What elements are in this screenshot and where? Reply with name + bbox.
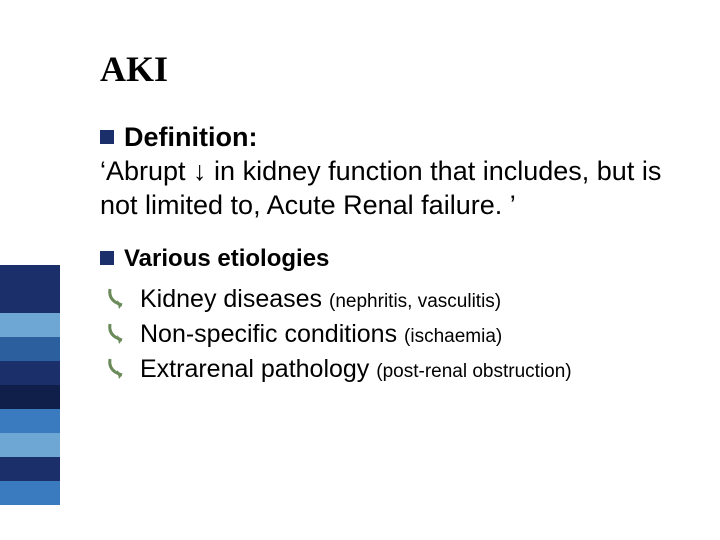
sidebar-block <box>0 313 60 337</box>
etiology-paren: (nephritis, vasculitis) <box>329 291 501 312</box>
etiology-main: Non-specific conditions <box>140 320 404 348</box>
definition-text: ‘Abrupt ↓ in kidney function that includ… <box>100 155 680 223</box>
etiology-item: Extrarenal pathology (post-renal obstruc… <box>104 355 680 384</box>
sidebar-block <box>0 289 60 313</box>
square-bullet-icon <box>100 251 114 265</box>
etiology-paren: (post-renal obstruction) <box>376 361 571 382</box>
decorative-sidebar <box>0 265 60 505</box>
etiology-text: Non-specific conditions (ischaemia) <box>140 320 502 349</box>
square-bullet-icon <box>100 130 114 144</box>
sidebar-block <box>0 409 60 433</box>
etiology-item: Kidney diseases (nephritis, vasculitis) <box>104 285 680 314</box>
curved-arrow-icon <box>104 320 136 348</box>
sidebar-block <box>0 265 60 289</box>
etiology-main: Kidney diseases <box>140 285 329 313</box>
slide-content: AKI Definition: ‘Abrupt ↓ in kidney func… <box>100 48 680 390</box>
etiologies-list: Kidney diseases (nephritis, vasculitis) … <box>104 285 680 384</box>
definition-label: Definition: <box>124 122 257 153</box>
sidebar-block <box>0 457 60 481</box>
curved-arrow-icon <box>104 285 136 313</box>
slide-title: AKI <box>100 48 680 90</box>
sidebar-block <box>0 481 60 505</box>
curved-arrow-icon <box>104 355 136 383</box>
sidebar-block <box>0 337 60 361</box>
etiologies-heading-row: Various etiologies <box>100 245 680 273</box>
etiology-text: Extrarenal pathology (post-renal obstruc… <box>140 355 572 384</box>
definition-heading-row: Definition: <box>100 122 680 153</box>
sidebar-block <box>0 361 60 385</box>
etiology-paren: (ischaemia) <box>404 326 502 347</box>
etiology-text: Kidney diseases (nephritis, vasculitis) <box>140 285 501 314</box>
etiology-main: Extrarenal pathology <box>140 355 376 383</box>
sidebar-block <box>0 385 60 409</box>
etiologies-label: Various etiologies <box>124 245 329 273</box>
etiology-item: Non-specific conditions (ischaemia) <box>104 320 680 349</box>
sidebar-block <box>0 433 60 457</box>
